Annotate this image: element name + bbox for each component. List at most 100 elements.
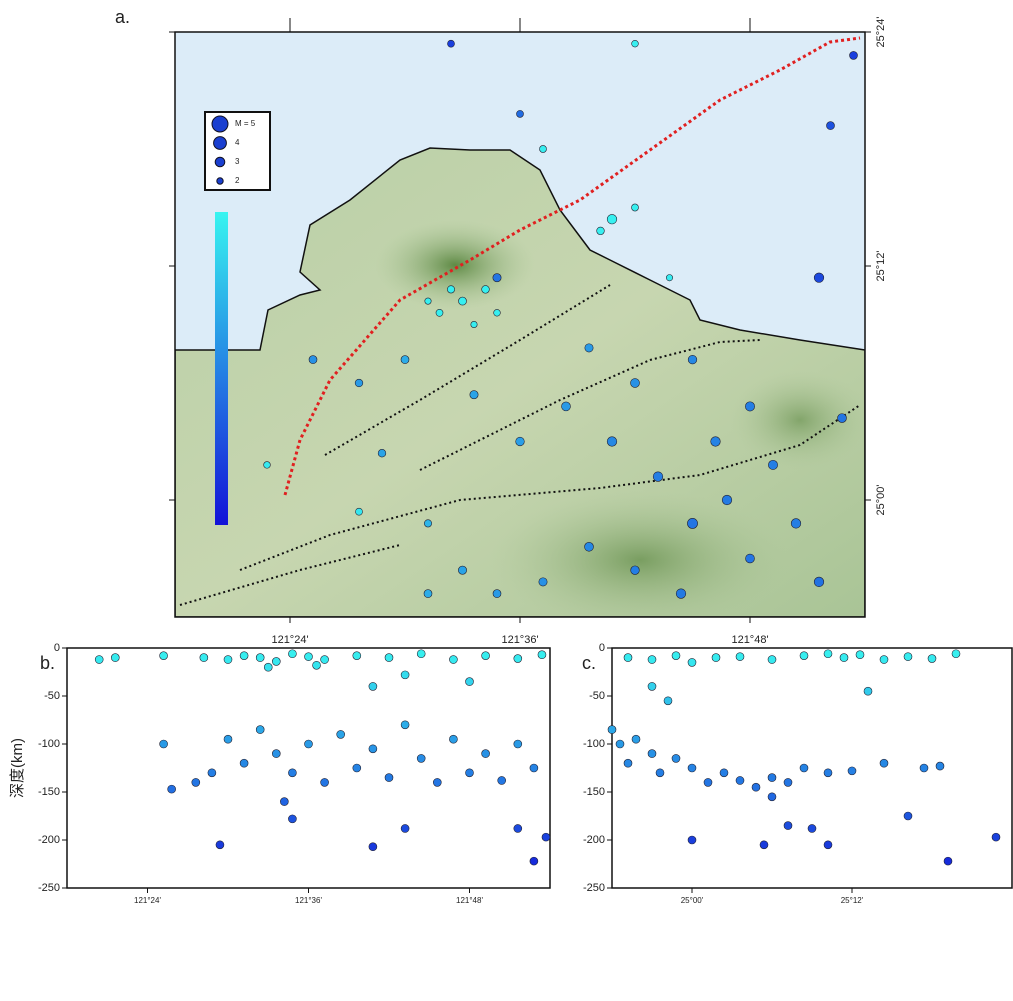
earthquake bbox=[199, 653, 209, 662]
y-tick-label: -200 bbox=[38, 834, 60, 846]
fault-red bbox=[283, 36, 861, 496]
earthquake bbox=[735, 776, 745, 785]
earthquake bbox=[837, 413, 847, 423]
earthquake bbox=[447, 285, 455, 294]
x-tick-label: 121°36' bbox=[295, 896, 322, 905]
earthquake bbox=[687, 517, 698, 529]
earthquake bbox=[647, 655, 657, 664]
earthquake bbox=[336, 730, 346, 739]
earthquake bbox=[849, 51, 858, 60]
earthquake bbox=[745, 553, 755, 564]
earthquake bbox=[529, 856, 539, 866]
earthquake bbox=[675, 588, 687, 599]
earthquake bbox=[368, 682, 378, 691]
earthquake bbox=[352, 651, 362, 660]
earthquake bbox=[470, 320, 478, 328]
earthquake bbox=[435, 308, 444, 317]
earthquake bbox=[647, 749, 657, 758]
earthquake bbox=[606, 214, 618, 225]
earthquake bbox=[481, 651, 490, 660]
earthquake bbox=[94, 655, 104, 664]
y-tick-label: -50 bbox=[44, 690, 60, 702]
earthquake bbox=[159, 651, 168, 660]
x-tick-label: 121°36' bbox=[501, 634, 538, 646]
earthquake bbox=[465, 768, 474, 778]
earthquake bbox=[584, 542, 594, 552]
earthquake bbox=[606, 436, 618, 447]
earthquake bbox=[855, 650, 865, 660]
x-tick-label: 121°24' bbox=[271, 634, 308, 646]
y-tick-label: 25°24' bbox=[875, 17, 887, 48]
earthquake bbox=[623, 758, 633, 768]
earthquake bbox=[529, 763, 539, 773]
mountain bbox=[490, 490, 790, 617]
y-tick-label: -250 bbox=[38, 882, 60, 894]
earthquake bbox=[288, 768, 297, 778]
earthquake bbox=[767, 773, 777, 782]
x-tick-label: 25°00' bbox=[681, 896, 704, 905]
earthquake bbox=[400, 670, 410, 680]
earthquake bbox=[919, 763, 929, 773]
earthquake bbox=[710, 436, 721, 447]
earthquake bbox=[745, 401, 755, 412]
earthquake bbox=[596, 226, 605, 236]
earthquake bbox=[935, 761, 945, 771]
earthquake bbox=[400, 824, 410, 833]
earthquake bbox=[167, 784, 176, 794]
earthquake bbox=[432, 778, 442, 787]
earthquake bbox=[652, 471, 664, 482]
earthquake bbox=[903, 652, 913, 661]
earthquake bbox=[826, 121, 835, 130]
earthquake bbox=[879, 758, 889, 768]
earthquake bbox=[465, 677, 474, 686]
earthquake bbox=[687, 658, 697, 667]
earthquake bbox=[288, 814, 297, 824]
legend-marker bbox=[216, 177, 224, 185]
earthquake bbox=[377, 449, 387, 458]
earthquake bbox=[813, 272, 825, 283]
earthquake bbox=[215, 840, 225, 850]
earthquake bbox=[927, 654, 937, 663]
earthquake bbox=[711, 653, 721, 662]
earthquake bbox=[721, 494, 733, 506]
y-tick-label: 0 bbox=[599, 642, 605, 654]
earthquake bbox=[799, 763, 809, 773]
earthquake bbox=[493, 309, 501, 317]
earthquake bbox=[615, 739, 625, 749]
earthquake bbox=[271, 657, 281, 666]
mountain bbox=[375, 220, 535, 310]
earthquake bbox=[541, 832, 551, 842]
earthquake bbox=[863, 686, 873, 696]
earthquake bbox=[492, 589, 502, 598]
earthquake bbox=[799, 651, 809, 660]
earthquake bbox=[687, 763, 697, 773]
colorbar bbox=[215, 212, 228, 525]
legend-marker bbox=[213, 136, 227, 150]
earthquake bbox=[630, 378, 640, 388]
earthquake bbox=[823, 840, 833, 850]
earthquake bbox=[497, 776, 507, 785]
earthquake bbox=[813, 576, 825, 588]
earthquake bbox=[308, 355, 318, 364]
earthquake bbox=[623, 653, 633, 662]
earthquake bbox=[458, 296, 467, 306]
earthquake bbox=[631, 203, 639, 212]
earthquake bbox=[384, 773, 394, 782]
earthquake bbox=[400, 355, 410, 364]
earthquake bbox=[469, 390, 479, 400]
earthquake bbox=[687, 354, 698, 365]
earthquake bbox=[320, 655, 329, 664]
earthquake bbox=[561, 401, 571, 412]
earthquake bbox=[807, 824, 817, 833]
earthquake bbox=[481, 749, 490, 758]
x-tick-label: 121°48' bbox=[731, 634, 768, 646]
earthquake bbox=[223, 655, 233, 664]
y-tick-label: 0 bbox=[54, 642, 60, 654]
x-tick-label: 121°24' bbox=[134, 896, 161, 905]
earthquake bbox=[647, 682, 657, 691]
legend-label: M = 5 bbox=[235, 119, 256, 128]
earthquake bbox=[537, 650, 547, 660]
legend-marker bbox=[211, 115, 229, 133]
earthquake bbox=[767, 655, 777, 664]
